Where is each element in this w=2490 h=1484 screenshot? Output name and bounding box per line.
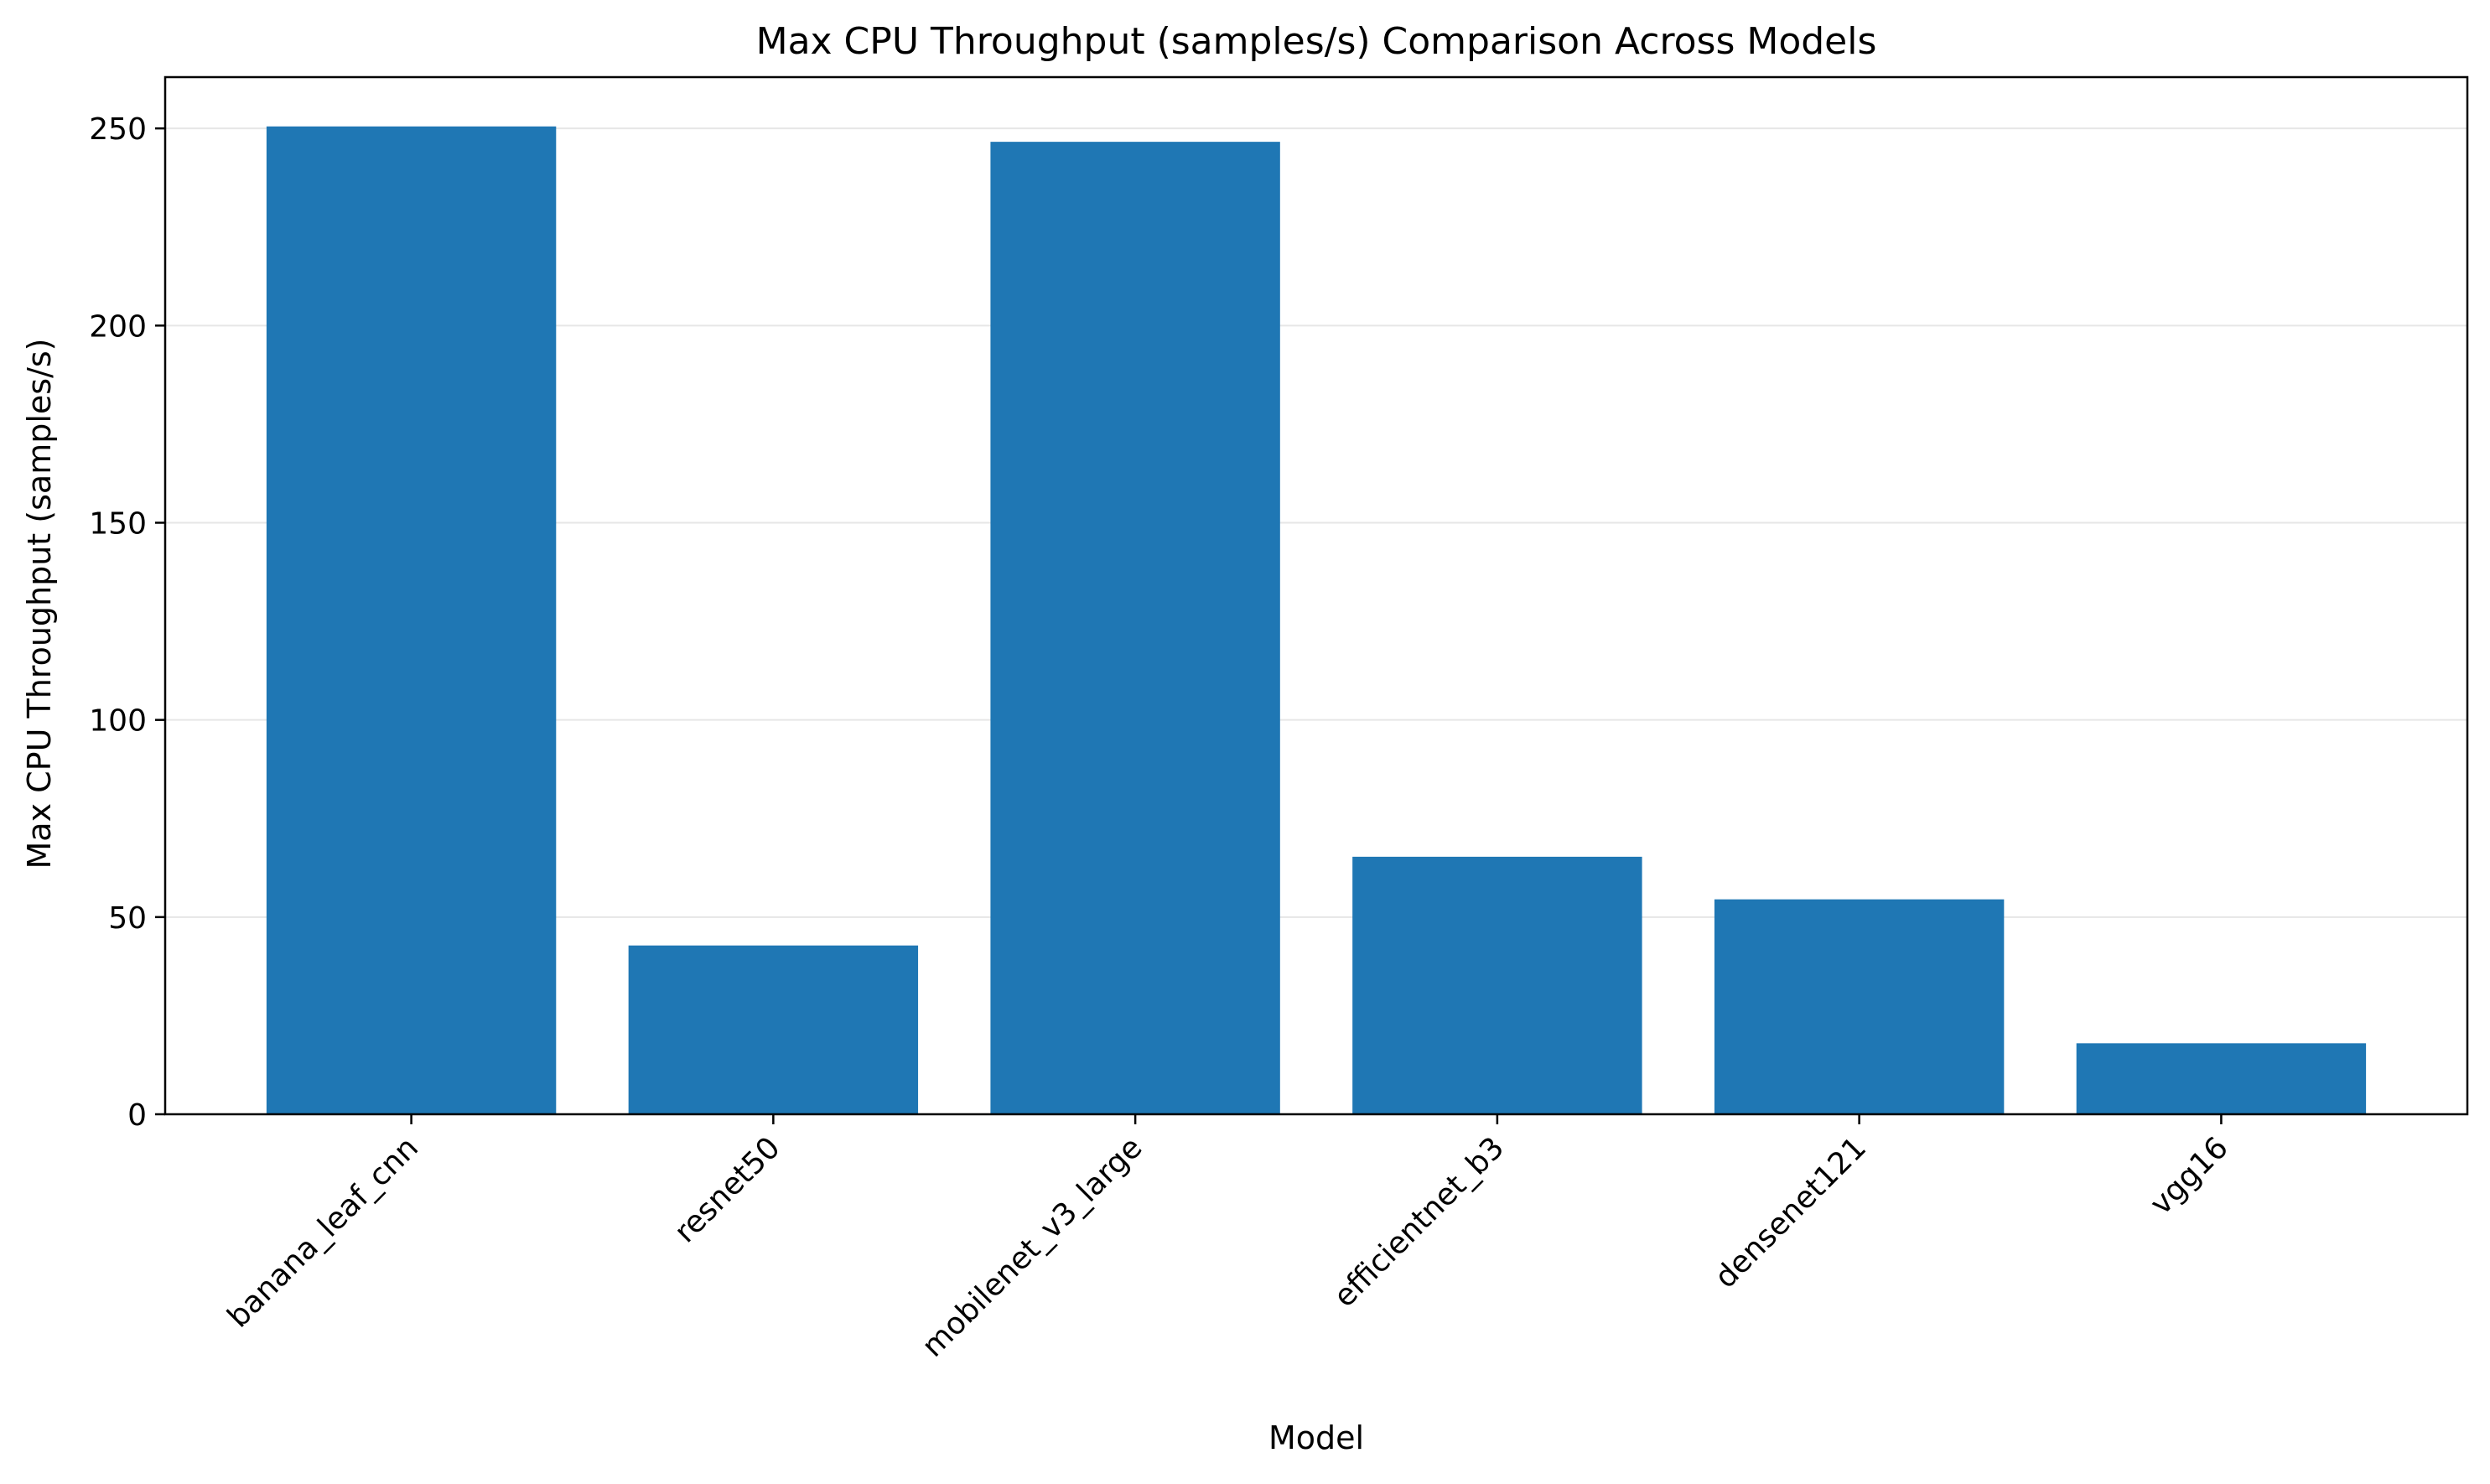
x-tick-label: banana_leaf_cnn — [221, 1130, 425, 1334]
bar-vgg16 — [2076, 1043, 2367, 1114]
x-tick-label: mobilenet_v3_large — [916, 1130, 1149, 1363]
plot-frame — [163, 75, 2469, 1116]
y-axis-title: Max CPU Throughput (samples/s) — [21, 339, 58, 869]
x-tick-label: vgg16 — [2144, 1130, 2235, 1222]
bar-resnet50 — [628, 945, 919, 1114]
bar-mobilenet_v3_large — [990, 142, 1280, 1115]
chart-title: Max CPU Throughput (samples/s) Compariso… — [756, 20, 1877, 63]
x-tick-label: efficientnet_b3 — [1327, 1130, 1511, 1314]
bar-densenet121 — [1714, 899, 2005, 1114]
bar-banana_leaf_cnn — [266, 126, 557, 1115]
x-tick-label: densenet121 — [1709, 1130, 1873, 1295]
y-tick-label: 150 — [89, 506, 147, 541]
y-tick-label: 0 — [127, 1098, 147, 1133]
x-axis-ticks: banana_leaf_cnn resnet50 mobilenet_v3_larg… — [221, 1114, 2235, 1364]
x-tick-label: resnet50 — [668, 1130, 787, 1249]
y-tick-label: 250 — [89, 112, 147, 147]
y-axis-ticks: 0 50 100 150 200 250 — [89, 112, 165, 1133]
bars — [266, 126, 2367, 1115]
y-tick-label: 200 — [89, 309, 147, 344]
y-tick-label: 100 — [89, 704, 147, 739]
x-axis-title: Model — [1268, 1419, 1364, 1456]
y-tick-label: 50 — [108, 901, 147, 936]
bar-efficientnet_b3 — [1352, 856, 1642, 1114]
